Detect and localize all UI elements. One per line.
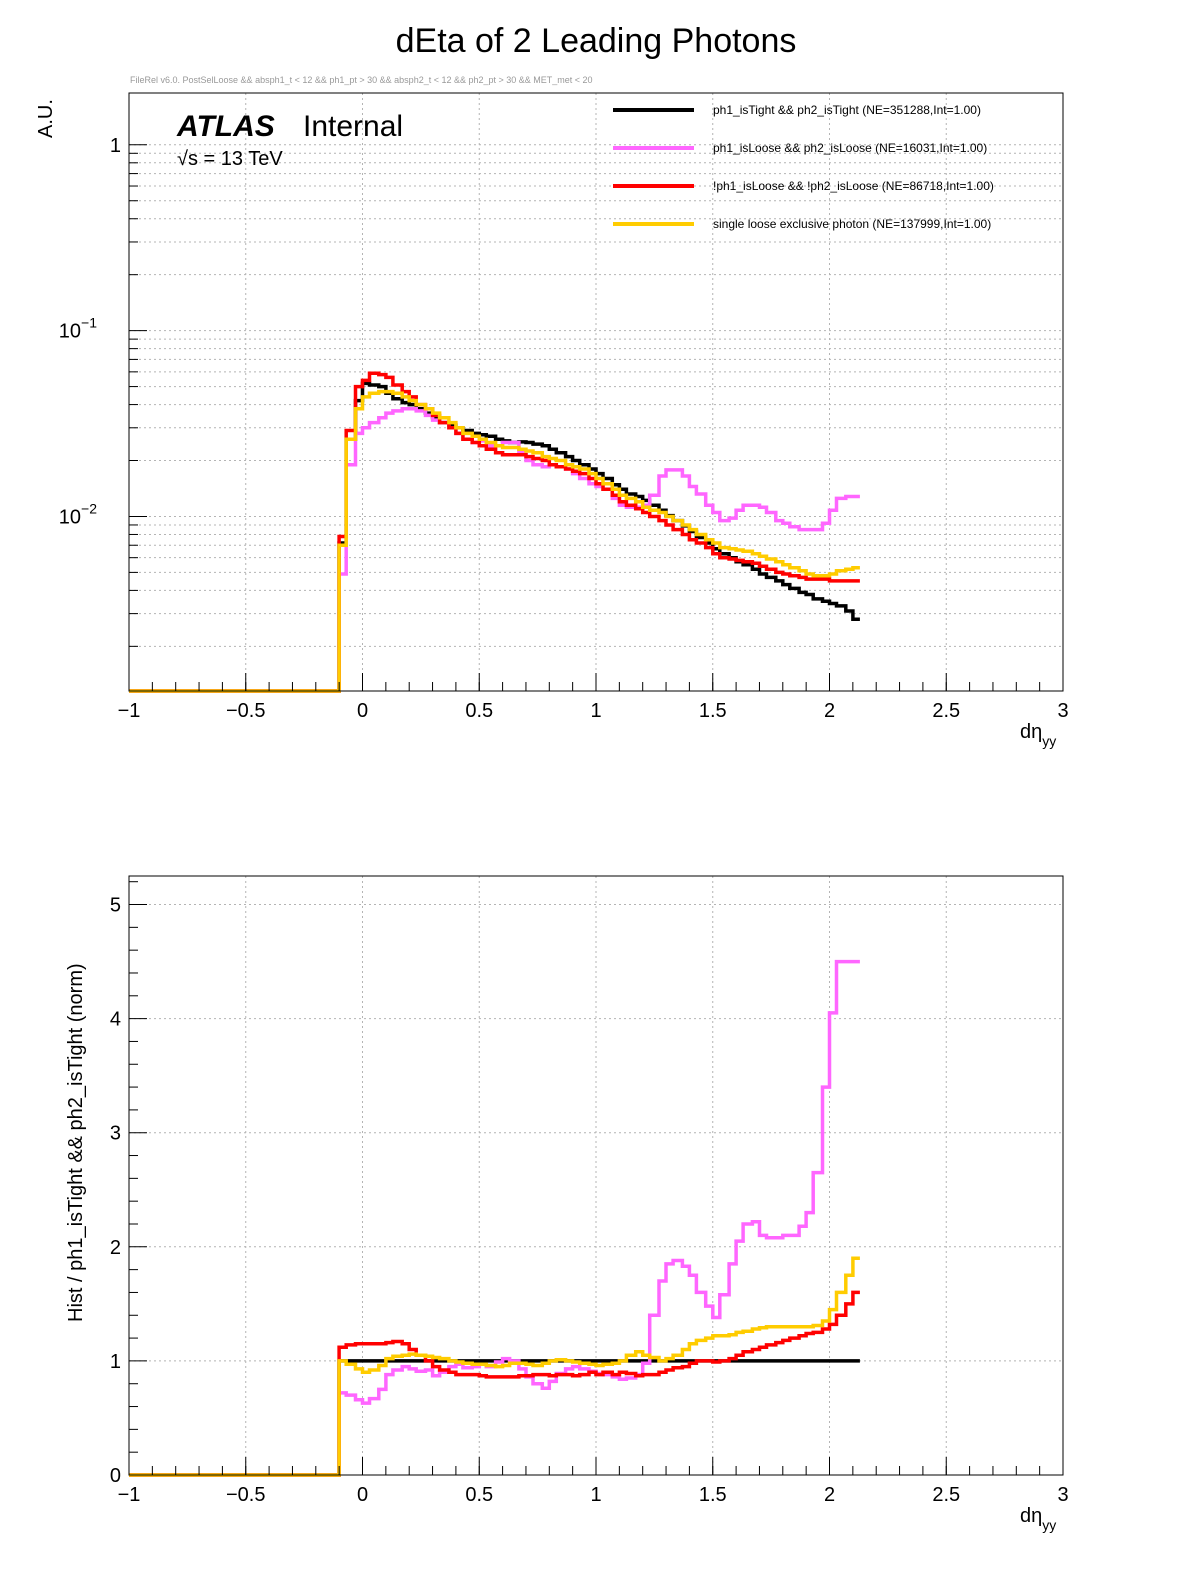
series-line-1 — [129, 1359, 860, 1477]
x-tick-label: 2.5 — [932, 1484, 960, 1506]
x-tick-label: 0.5 — [465, 1484, 493, 1506]
y-tick-label: 4 — [110, 1009, 121, 1031]
top-x-axis-label: dηyy — [1020, 721, 1056, 749]
legend-entry: ph1_isTight && ph2_isTight (NE=351288,In… — [713, 103, 981, 117]
bottom-y-axis-label: Hist / ph1_isTight && ph2_isTight (norm) — [65, 963, 87, 1322]
x-tick-label: 2.5 — [932, 700, 960, 722]
top-x-axis-label-main: dη — [1020, 721, 1042, 743]
series-line-4 — [129, 389, 860, 693]
x-tick-label: 2 — [824, 1484, 835, 1506]
x-tick-label: 0 — [357, 700, 368, 722]
x-tick-label: −1 — [118, 700, 141, 722]
top-x-axis-label-sub: yy — [1042, 733, 1056, 749]
bottom-y-tick-labels: 0 1 2 3 4 5 — [110, 895, 121, 1487]
atlas-label: ATLAS — [176, 110, 275, 143]
x-tick-label: −1 — [118, 1484, 141, 1506]
legend-entry: single loose exclusive photon (NE=137999… — [713, 217, 991, 231]
series-line-2 — [129, 959, 860, 1477]
bottom-x-axis-label: dηyy — [1020, 1505, 1056, 1533]
legend-entry: !ph1_isLoose && !ph2_isLoose (NE=86718,I… — [713, 179, 994, 193]
top-tick-marks — [128, 144, 1064, 691]
bottom-tick-marks — [128, 881, 1064, 1476]
x-tick-label: −0.5 — [226, 700, 265, 722]
y-tick-exponent: −1 — [81, 315, 97, 331]
x-tick-label: 1.5 — [699, 700, 727, 722]
series-line-2 — [129, 406, 860, 693]
chart-title: dEta of 2 Leading Photons — [396, 22, 797, 60]
top-y-axis-label: A.U. — [35, 99, 57, 138]
bottom-x-tick-labels: −1 −0.5 0 0.5 1 1.5 2 2.5 3 — [118, 1484, 1069, 1506]
top-x-tick-labels: −1 −0.5 0 0.5 1 1.5 2 2.5 3 — [118, 700, 1069, 722]
x-tick-label: 3 — [1057, 700, 1068, 722]
energy-label: √s = 13 TeV — [177, 148, 283, 170]
top-series-group — [129, 371, 860, 693]
y-tick-label: 2 — [110, 1237, 121, 1259]
y-tick-label: 3 — [110, 1123, 121, 1145]
y-tick-label: 5 — [110, 895, 121, 917]
x-tick-label: 1 — [590, 700, 601, 722]
x-tick-label: 0 — [357, 1484, 368, 1506]
series-line-4 — [129, 1256, 860, 1477]
legend: ph1_isTight && ph2_isTight (NE=351288,In… — [613, 103, 994, 231]
y-tick-label: 1 — [110, 1351, 121, 1373]
legend-entry: ph1_isLoose && ph2_isLoose (NE=16031,Int… — [713, 141, 987, 155]
x-tick-label: 1 — [590, 1484, 601, 1506]
bottom-x-axis-label-main: dη — [1020, 1505, 1042, 1527]
bottom-series-group — [129, 959, 860, 1477]
x-tick-label: 3 — [1057, 1484, 1068, 1506]
y-tick-exponent: −2 — [81, 500, 97, 516]
y-tick-label: 1 — [110, 135, 121, 157]
cut-string: FileRel v6.0. PostSelLoose && absph1_t <… — [130, 75, 593, 85]
x-tick-label: −0.5 — [226, 1484, 265, 1506]
x-tick-label: 1.5 — [699, 1484, 727, 1506]
internal-label: Internal — [303, 110, 403, 143]
bottom-x-axis-label-sub: yy — [1042, 1517, 1056, 1533]
series-line-1 — [129, 381, 860, 693]
x-tick-label: 0.5 — [465, 700, 493, 722]
top-grid — [129, 93, 1063, 691]
x-tick-label: 2 — [824, 700, 835, 722]
y-tick-label: 0 — [110, 1465, 121, 1487]
